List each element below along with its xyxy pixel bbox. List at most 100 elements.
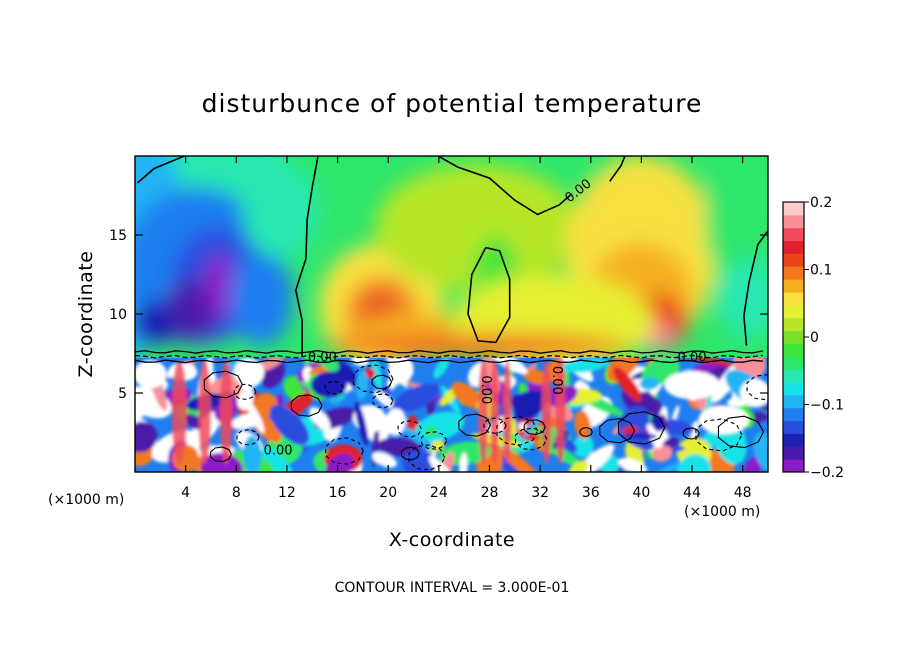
turbulence-patch (651, 462, 683, 472)
plot-area: 0.000.00 0.000.000.00 0.00 (135, 156, 768, 472)
colorbar-segment (783, 343, 804, 357)
lower-contour (408, 444, 446, 471)
colorbar-tick-label: 0.1 (810, 263, 832, 279)
colorbar: 0.2 0.1 0 −0.1 −0.2 (782, 195, 844, 481)
lower-contour (682, 427, 700, 440)
contour-label: 0.00 (478, 375, 493, 404)
turbulence-patch (355, 370, 368, 401)
plume-streak (490, 359, 499, 465)
zero-contour (294, 156, 319, 357)
lower-contour (514, 427, 548, 451)
turbulence-patch (433, 358, 450, 379)
lower-contour (397, 420, 422, 438)
x-tick-label: 8 (232, 485, 241, 501)
turbulence-patch (451, 381, 482, 409)
colorbar-segment (783, 304, 804, 319)
lower-contour (618, 411, 666, 445)
colorbar-segment (783, 227, 804, 242)
contour-interval-note: CONTOUR INTERVAL = 3.000E-01 (335, 580, 570, 596)
x-unit-label-left: (×1000 m) (48, 492, 124, 508)
turbulence-patch (522, 368, 550, 385)
lower-contour (236, 429, 260, 446)
x-tick-label: 32 (531, 485, 549, 501)
zero-contour (467, 246, 511, 344)
colorbar-tick-label: −0.1 (810, 398, 844, 414)
turbulence-patch (669, 445, 685, 453)
lower-contour (746, 374, 768, 401)
field-blob (229, 250, 294, 346)
x-unit-label-right: (×1000 m) (684, 504, 760, 520)
colorbar-segment (783, 356, 804, 370)
colorbar-segment (783, 382, 804, 396)
colorbar-segment (783, 214, 804, 229)
turbulence-patch (258, 446, 296, 472)
turbulence-patch (567, 460, 588, 472)
turbulence-patch (392, 383, 440, 413)
colorbar-segment (783, 369, 804, 383)
lower-contour (717, 415, 764, 449)
inversion-contour (135, 359, 763, 364)
turbulence-patch (618, 457, 648, 472)
field-blob (204, 253, 236, 318)
colorbar-segment (783, 420, 804, 434)
colorbar-segment (783, 330, 804, 344)
turbulence-patch (424, 426, 438, 438)
turbulence-patch (371, 451, 397, 468)
lower-contour (372, 393, 394, 409)
plume-streak (198, 359, 211, 465)
turbulence-patch (135, 421, 158, 453)
colorbar-segment (783, 253, 804, 267)
lower-contour (233, 383, 257, 400)
zero-contour (609, 156, 626, 182)
zero-contour (743, 229, 768, 346)
x-tick-label: 36 (582, 485, 600, 501)
turbulence-patch (269, 404, 310, 446)
lower-contour (483, 417, 507, 434)
field-blob (242, 163, 319, 259)
white-gap (388, 358, 414, 384)
turbulence-patch (354, 401, 369, 447)
colorbar-segment (783, 446, 804, 460)
lower-contour (400, 446, 420, 461)
lower-contour (290, 394, 323, 417)
turbulence-patch (676, 454, 712, 472)
turbulence-patch (652, 445, 673, 462)
zero-contour (136, 156, 187, 184)
lower-contour (352, 364, 394, 394)
lower-contour (523, 419, 546, 436)
chart-title: disturbunce of potential temperature (202, 89, 703, 118)
turbulence-patch (500, 447, 540, 472)
contour-label: 0.00 (678, 350, 707, 365)
colorbar-tick-label: 0.2 (810, 195, 832, 211)
turbulence-patch (639, 377, 659, 390)
turbulence-patch (200, 452, 244, 472)
turbulence-patch (613, 366, 642, 402)
turbulence-patch (690, 420, 699, 439)
white-gap (233, 358, 265, 387)
colorbar-tick-label: −0.2 (810, 465, 844, 481)
plume-streak (171, 359, 187, 465)
lower-contour (371, 374, 393, 390)
x-tick-label: 44 (683, 485, 701, 501)
colorbar-segment (783, 266, 804, 280)
turbulence-patch (311, 371, 348, 398)
lower-contour (421, 431, 448, 450)
plume-streak (478, 359, 489, 465)
upper-field (135, 156, 768, 358)
colorbar-segment (783, 407, 804, 422)
plume-streak (555, 359, 566, 465)
contour-label: 0.00 (264, 444, 293, 459)
lower-contour (210, 446, 232, 463)
colorbar-segment (783, 433, 804, 447)
turbulence-patch (351, 358, 370, 367)
x-tick-label: 20 (379, 485, 397, 501)
colorbar-tick-label: 0 (810, 330, 819, 346)
x-tick-label: 12 (278, 485, 296, 501)
turbulence-patch (574, 410, 591, 440)
y-tick-label: 5 (118, 386, 127, 402)
white-gap (740, 378, 768, 408)
inversion-contour (135, 350, 764, 354)
x-axis-label: X-coordinate (389, 529, 515, 551)
contour-label: 0.00 (308, 350, 337, 365)
x-tick-label: 48 (734, 485, 752, 501)
